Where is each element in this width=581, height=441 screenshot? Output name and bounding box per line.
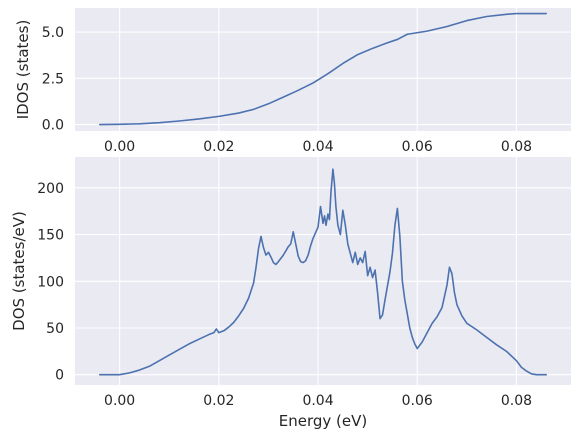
y-tick-label: 150 bbox=[37, 228, 64, 244]
x-tick-label: 0.06 bbox=[402, 393, 433, 409]
x-tick-label: 0.02 bbox=[203, 139, 234, 155]
y-tick-label: 50 bbox=[46, 321, 64, 337]
x-tick-label: 0.00 bbox=[104, 393, 135, 409]
dos-tick-labels: 0.00 0.02 0.04 0.06 0.08 0 50 100 150 200 bbox=[37, 181, 532, 409]
y-tick-label: 0 bbox=[55, 368, 64, 384]
x-tick-label: 0.02 bbox=[203, 393, 234, 409]
dos-x-axis-label: Energy (eV) bbox=[279, 412, 367, 430]
x-tick-label: 0.06 bbox=[402, 139, 433, 155]
idos-panel: 0.00 0.02 0.04 0.06 0.08 0.0 2.5 5.0 IDOS (stat… bbox=[14, 8, 571, 155]
x-tick-label: 0.08 bbox=[501, 393, 532, 409]
y-tick-label: 100 bbox=[37, 274, 64, 290]
idos-grid bbox=[75, 8, 571, 131]
dos-plot-background bbox=[75, 157, 571, 385]
idos-curve bbox=[99, 12, 547, 126]
idos-tick-labels: 0.00 0.02 0.04 0.06 0.08 0.0 2.5 5.0 bbox=[42, 25, 532, 155]
x-tick-label: 0.00 bbox=[104, 139, 135, 155]
dos-curve bbox=[99, 168, 547, 376]
y-tick-label: 2.5 bbox=[42, 71, 64, 87]
y-tick-label: 5.0 bbox=[42, 25, 64, 41]
x-tick-label: 0.04 bbox=[302, 139, 333, 155]
x-tick-label: 0.08 bbox=[501, 139, 532, 155]
y-tick-label: 0.0 bbox=[42, 118, 64, 134]
idos-plot-background bbox=[75, 8, 571, 131]
dos-y-axis-label: DOS (states/eV) bbox=[10, 211, 28, 331]
dos-panel: 0.00 0.02 0.04 0.06 0.08 0 50 100 150 200 DOS (st… bbox=[10, 157, 571, 430]
y-tick-label: 200 bbox=[37, 181, 64, 197]
x-tick-label: 0.04 bbox=[302, 393, 333, 409]
idos-y-axis-label: IDOS (states) bbox=[14, 20, 32, 120]
